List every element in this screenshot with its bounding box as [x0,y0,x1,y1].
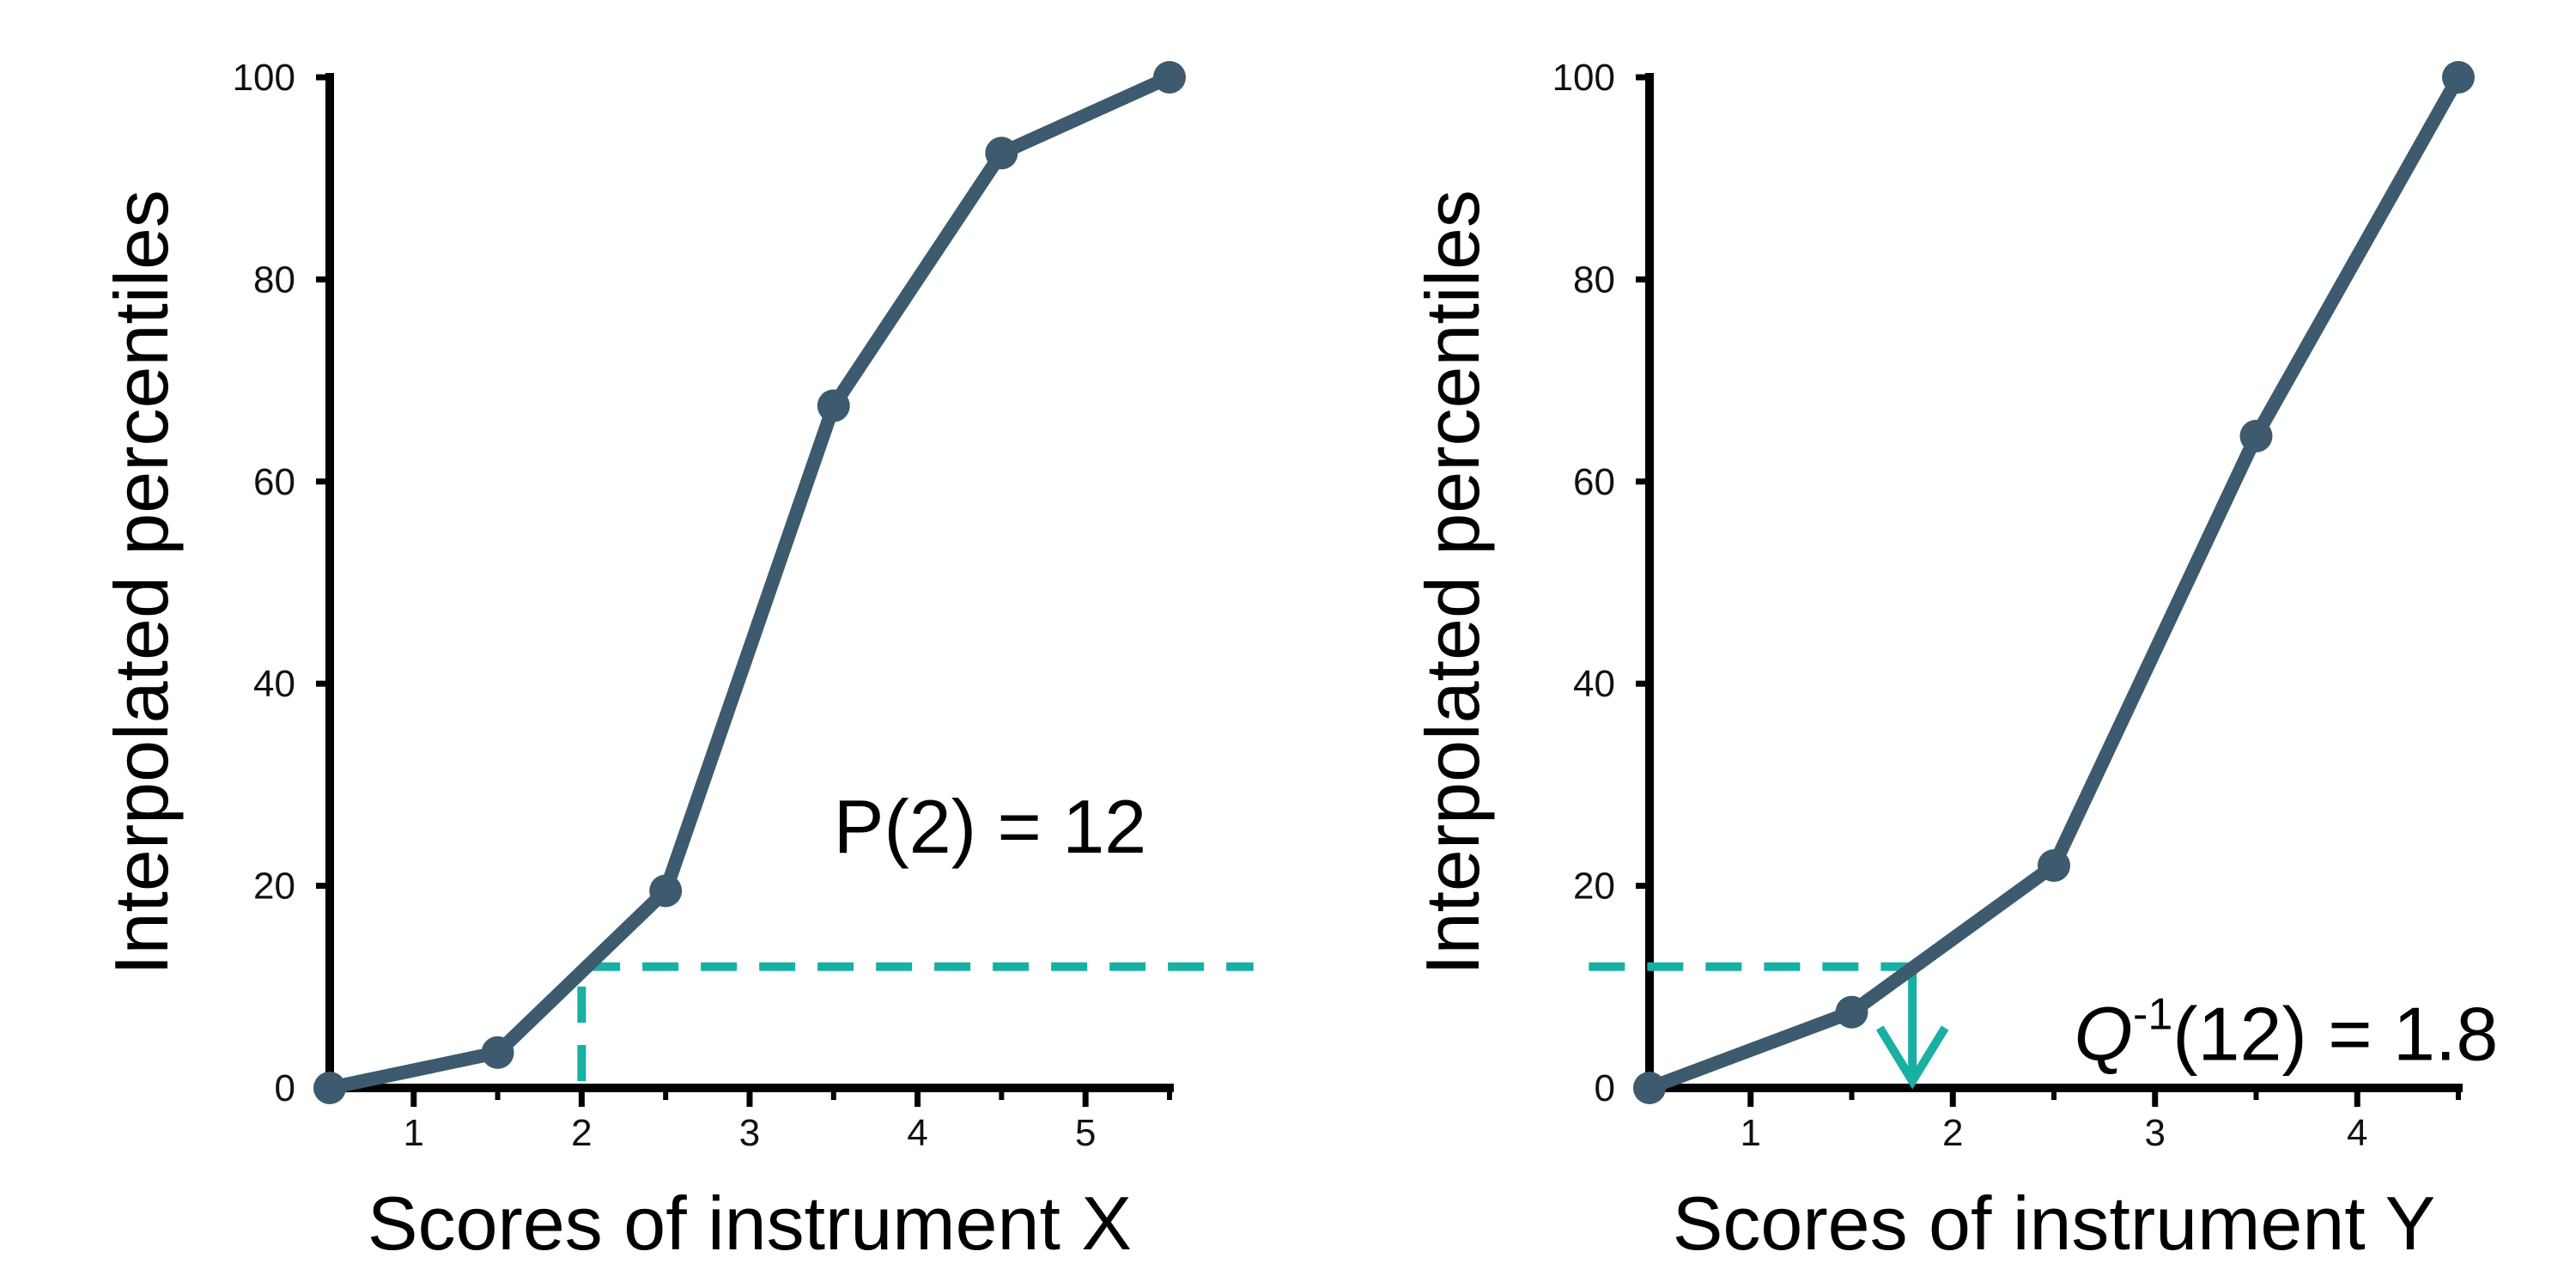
annotation-superscript: -1 [2133,989,2172,1039]
data-point [1153,61,1186,94]
y-tick-label: 100 [233,57,295,99]
y-axis-title: Interpolated percentiles [1410,190,1495,975]
data-point [817,389,850,422]
series-line [1643,70,2465,1095]
y-tick-label: 100 [1552,57,1615,99]
x-tick-label: 4 [2347,1112,2367,1154]
y-tick-label: 80 [1573,258,1615,301]
y-tick-label: 40 [1573,663,1615,705]
data-point [481,1036,514,1069]
x-tick-label: 3 [2145,1112,2166,1154]
x-tick-label: 5 [1075,1112,1096,1154]
annotation-suffix: (12) = 1.8 [2172,991,2498,1076]
x-tick-label: 2 [1942,1112,1963,1154]
x-tick-label: 1 [1741,1112,1761,1154]
y-tick-label: 60 [1573,461,1615,503]
left-chart-panel: 0 20 40 60 80 100 1 2 3 4 5 Scores of instrument X I… [99,57,1254,1266]
y-tick-label: 20 [1573,866,1615,908]
percentile-guide-line [577,962,1254,1081]
data-point [2038,849,2070,883]
y-tick-label: 0 [275,1067,295,1109]
y-axis-title: Interpolated percentiles [99,190,184,975]
right-chart-panel: 0 20 40 60 80 100 1 2 3 4 Scores of instrument Y In… [1410,57,2498,1266]
x-tick-label: 2 [571,1112,592,1154]
inverse-annotation: Q-1(12) = 1.8 [2075,989,2499,1076]
x-tick-label: 3 [739,1112,760,1154]
y-tick-label: 40 [253,663,295,705]
y-tick-label: 60 [253,461,295,503]
percentile-annotation: P(2) = 12 [834,784,1146,869]
y-tick-label: 80 [253,258,295,301]
series-line [323,70,1176,1095]
data-point [649,874,683,908]
data-point [1633,1072,1666,1104]
x-axis-title: Scores of instrument X [368,1181,1132,1266]
down-arrow-head [1875,1025,1949,1090]
x-axis-title: Scores of instrument Y [1673,1181,2436,1266]
annotation-prefix: Q [2075,991,2133,1076]
data-point [313,1072,346,1104]
x-tick-label: 4 [907,1112,927,1154]
data-point [985,137,1018,170]
y-tick-label: 0 [1595,1067,1615,1109]
data-point [1835,995,1868,1029]
data-point [2442,61,2475,94]
y-tick-label: 20 [253,866,295,908]
data-point [2239,419,2273,453]
x-tick-label: 1 [404,1112,424,1154]
